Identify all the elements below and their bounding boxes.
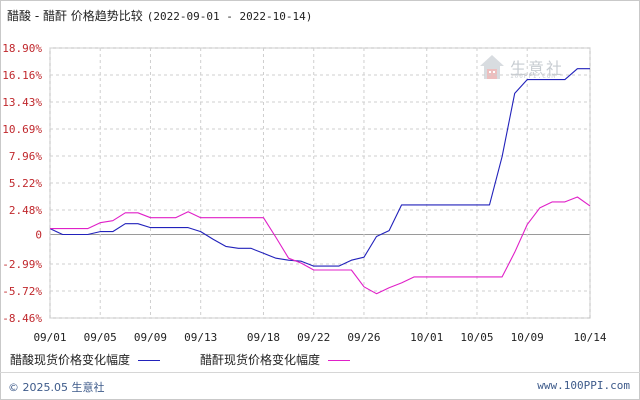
legend-swatch-series2 xyxy=(328,360,351,361)
watermark-text: 生意社 xyxy=(510,59,565,78)
y-tick-label: 0 xyxy=(35,229,42,242)
x-tick-label: 10/05 xyxy=(460,331,493,344)
legend-item-series1: 醋酸现货价格变化幅度 xyxy=(10,351,161,368)
x-tick-label: 09/26 xyxy=(347,331,380,344)
chart-title-text: 醋酸 - 醋酐 价格趋势比较 xyxy=(7,9,143,23)
y-tick-label: 13.43% xyxy=(2,96,42,109)
y-tick-label: -8.46% xyxy=(2,312,42,325)
y-tick-label: 7.96% xyxy=(9,150,42,163)
y-tick-label: 18.90% xyxy=(2,42,42,55)
legend-label-series1: 醋酸现货价格变化幅度 xyxy=(10,353,131,367)
legend-label-series2: 醋酐现货价格变化幅度 xyxy=(200,353,321,367)
chart-date-range: (2022-09-01 - 2022-10-14) xyxy=(146,10,313,23)
series-line-1 xyxy=(49,68,590,267)
y-tick-label: 2.48% xyxy=(9,204,42,217)
series-line-2 xyxy=(50,196,591,295)
x-tick-label: 10/14 xyxy=(573,331,606,344)
x-tick-label: 09/09 xyxy=(134,331,167,344)
y-tick-label: 5.22% xyxy=(9,177,42,190)
y-tick-label: 10.69% xyxy=(2,123,42,136)
y-tick-label: -5.72% xyxy=(2,285,42,298)
x-tick-label: 09/22 xyxy=(297,331,330,344)
x-tick-label: 09/18 xyxy=(247,331,280,344)
x-tick-label: 09/01 xyxy=(33,331,66,344)
footer-divider xyxy=(0,372,640,373)
legend-item-series2: 醋酐现货价格变化幅度 xyxy=(200,351,351,368)
x-tick-label: 10/09 xyxy=(511,331,544,344)
watermark-logo: 生意社 100PPI.COM xyxy=(478,53,590,83)
chart-title: 醋酸 - 醋酐 价格趋势比较 (2022-09-01 - 2022-10-14) xyxy=(7,7,312,24)
y-tick-label: -2.99% xyxy=(2,258,42,271)
footer-site-link[interactable]: www.100PPI.com xyxy=(537,379,630,392)
y-tick-label: 16.16% xyxy=(2,69,42,82)
x-tick-label: 09/05 xyxy=(84,331,117,344)
watermark-sub: 100PPI.COM xyxy=(510,73,557,80)
legend-swatch-series1 xyxy=(138,360,161,361)
x-tick-label: 09/13 xyxy=(184,331,217,344)
house-logo-icon xyxy=(480,55,504,79)
x-tick-label: 10/01 xyxy=(410,331,443,344)
footer-copyright: © 2025.05 生意社 xyxy=(8,381,105,394)
